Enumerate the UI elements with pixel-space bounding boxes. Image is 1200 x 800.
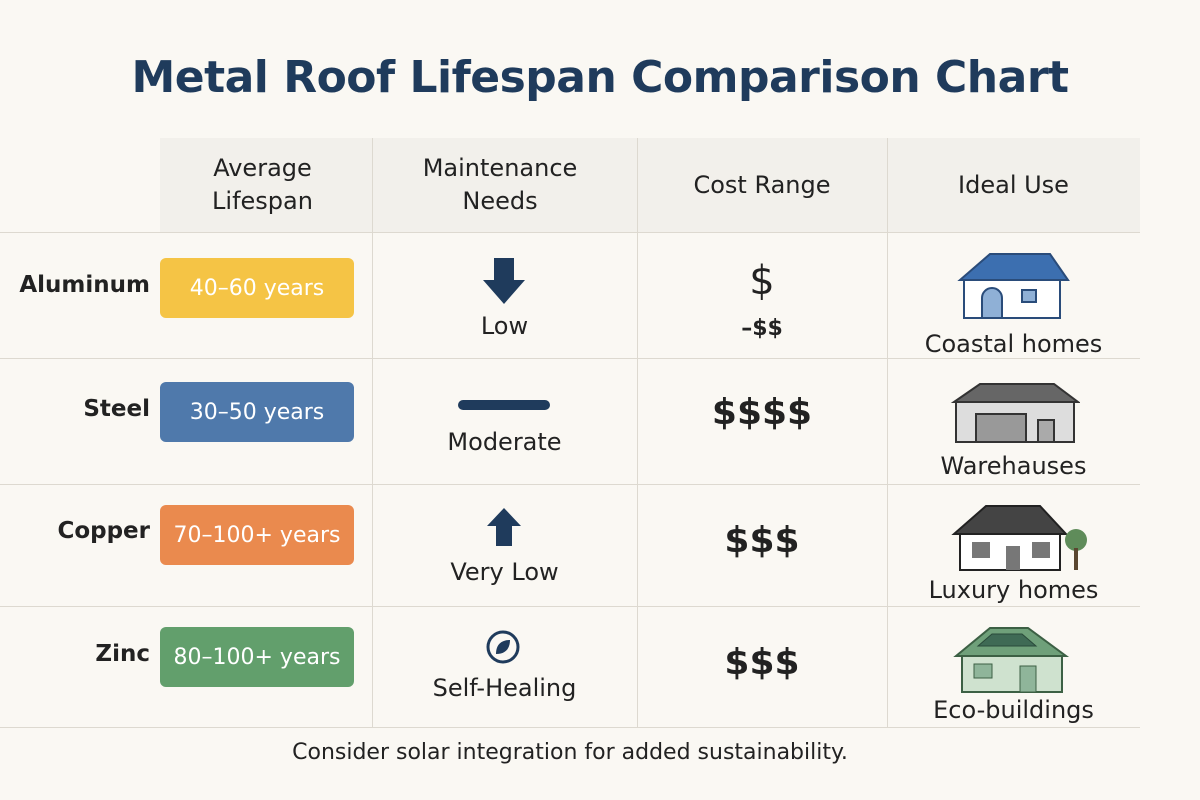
cost: $$$$	[711, 392, 813, 433]
ideal-use: Luxury homes	[928, 576, 1099, 604]
house-icon	[951, 505, 1087, 571]
row-divider	[0, 606, 1140, 607]
cost: $	[749, 258, 775, 304]
down-arrow-icon	[483, 258, 525, 304]
dash-icon	[458, 400, 550, 410]
up-arrow-icon	[487, 508, 521, 546]
leaf-icon	[486, 630, 520, 664]
warehouse-icon	[950, 383, 1080, 443]
cost-note: –$$	[741, 316, 783, 341]
column-header: Average Lifespan	[212, 154, 313, 215]
house-icon	[957, 253, 1070, 319]
maintenance: Self-Healing	[432, 674, 577, 702]
ideal-use: Eco-buildings	[933, 696, 1094, 724]
row-divider	[0, 232, 1140, 233]
eco-house-icon	[953, 627, 1070, 693]
cost: $$$	[724, 642, 800, 683]
row-divider	[0, 484, 1140, 485]
lifespan-badge: 40–60 years	[160, 258, 354, 318]
maintenance: Moderate	[447, 428, 562, 456]
maintenance: Low	[480, 312, 529, 340]
ideal-use: Warehauses	[940, 452, 1087, 480]
column-divider	[372, 138, 373, 728]
title: Metal Roof Lifespan Comparison Chart	[131, 52, 1069, 103]
header-background	[160, 138, 1140, 232]
ideal-use: Coastal homes	[924, 330, 1103, 358]
material: Copper	[57, 518, 150, 544]
column-header: Maintenance Needs	[422, 154, 578, 215]
column-divider	[637, 138, 638, 728]
cost: $$$	[724, 520, 800, 561]
lifespan-badge: 80–100+ years	[160, 627, 354, 687]
footer-note: Consider solar integration for added sus…	[292, 740, 848, 765]
row-divider	[0, 358, 1140, 359]
row-divider	[0, 727, 1140, 728]
lifespan-badge: 70–100+ years	[160, 505, 354, 565]
column-divider	[887, 138, 888, 728]
material: Steel	[83, 396, 150, 422]
column-header: Cost Range	[693, 170, 831, 199]
material: Aluminum	[19, 272, 150, 298]
maintenance: Very Low	[450, 558, 559, 586]
material: Zinc	[95, 641, 150, 667]
column-header: Ideal Use	[958, 170, 1069, 199]
lifespan-badge: 30–50 years	[160, 382, 354, 442]
